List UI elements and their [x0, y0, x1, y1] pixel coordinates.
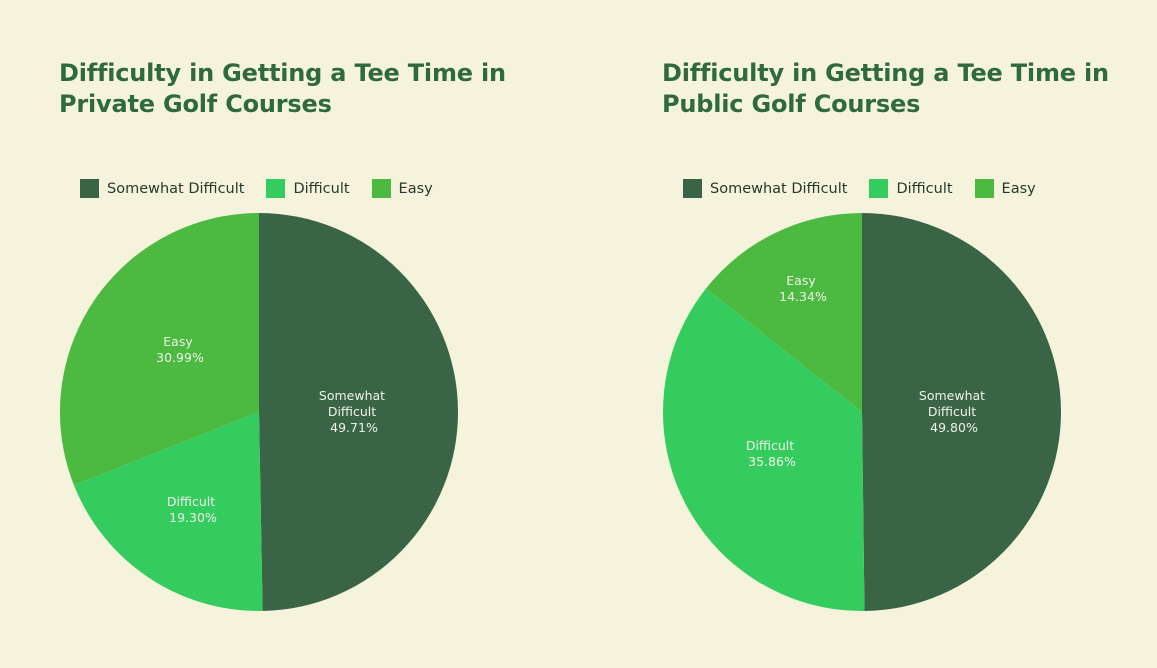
- chart-title: Difficulty in Getting a Tee Time in Publ…: [662, 58, 1152, 120]
- pie-chart: Somewhat Difficult 49.80% Difficult 35.8…: [663, 213, 1062, 611]
- slice-label: Difficult 19.30%: [167, 494, 219, 525]
- slice-easy[interactable]: [59, 213, 259, 486]
- legend-swatch: [683, 179, 702, 198]
- slice-label: Easy 30.99%: [156, 334, 204, 365]
- legend-swatch: [80, 179, 99, 198]
- legend-swatch: [869, 179, 889, 198]
- legend-label: Somewhat Difficult: [710, 180, 848, 197]
- chart-legend: Somewhat Difficult Difficult Easy: [80, 179, 433, 198]
- legend-swatch: [974, 179, 994, 198]
- slice-difficult[interactable]: [73, 412, 263, 611]
- slice-somewhat-difficult[interactable]: [259, 213, 459, 611]
- title-line-1: Difficulty in Getting a Tee Time in: [662, 59, 1109, 87]
- slice-label: Easy 14.34%: [779, 273, 827, 304]
- legend-item-easy[interactable]: Easy: [371, 179, 433, 198]
- chart-title: Difficulty in Getting a Tee Time in Priv…: [59, 58, 549, 120]
- legend-item-easy[interactable]: Easy: [974, 179, 1036, 198]
- legend-label: Difficult: [896, 180, 953, 197]
- legend-item-difficult[interactable]: Difficult: [869, 179, 953, 198]
- pie-chart: Somewhat Difficult 49.71% Difficult 19.3…: [59, 213, 459, 611]
- title-line-2: Public Golf Courses: [662, 90, 921, 118]
- legend-item-somewhat-difficult[interactable]: Somewhat Difficult: [80, 179, 244, 198]
- legend-label: Difficult: [293, 180, 350, 197]
- legend-swatch: [266, 179, 286, 198]
- legend-label: Somewhat Difficult: [107, 180, 245, 197]
- public-courses-chart: Difficulty in Getting a Tee Time in Publ…: [603, 0, 1157, 668]
- title-line-2: Private Golf Courses: [59, 90, 332, 118]
- slice-label: Somewhat Difficult 49.80%: [919, 388, 989, 435]
- legend-swatch: [371, 179, 391, 198]
- chart-legend: Somewhat Difficult Difficult Easy: [683, 179, 1036, 198]
- slice-difficult[interactable]: [663, 288, 865, 611]
- slice-easy[interactable]: [705, 213, 862, 412]
- slice-label: Difficult 35.86%: [746, 438, 798, 469]
- legend-item-somewhat-difficult[interactable]: Somewhat Difficult: [683, 179, 847, 198]
- legend-item-difficult[interactable]: Difficult: [266, 179, 350, 198]
- slice-label: Somewhat Difficult 49.71%: [319, 388, 389, 435]
- legend-label: Easy: [398, 180, 433, 197]
- private-courses-chart: Difficulty in Getting a Tee Time in Priv…: [0, 0, 560, 668]
- legend-label: Easy: [1001, 180, 1036, 197]
- slice-somewhat-difficult[interactable]: [862, 213, 1062, 611]
- title-line-1: Difficulty in Getting a Tee Time in: [59, 59, 506, 87]
